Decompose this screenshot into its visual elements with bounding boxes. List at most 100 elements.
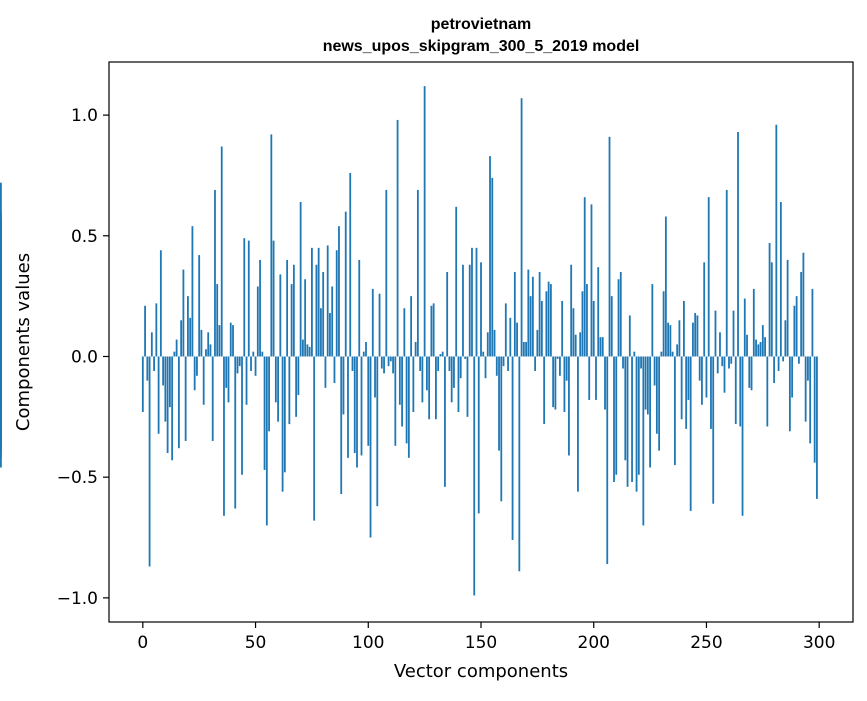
bar bbox=[441, 351, 444, 357]
bar bbox=[637, 356, 640, 475]
bar bbox=[353, 356, 356, 454]
bar bbox=[770, 262, 773, 357]
bar bbox=[371, 288, 374, 357]
bar bbox=[229, 322, 232, 357]
bar bbox=[477, 356, 480, 514]
bar bbox=[800, 272, 803, 357]
x-tick-label: 0 bbox=[137, 633, 148, 653]
bar bbox=[360, 356, 363, 456]
bar bbox=[739, 356, 742, 427]
bar bbox=[453, 356, 455, 388]
bar bbox=[759, 342, 762, 357]
bar bbox=[367, 356, 370, 446]
bar bbox=[601, 337, 604, 357]
bar bbox=[662, 291, 665, 357]
bar bbox=[538, 272, 541, 357]
bar bbox=[622, 356, 624, 369]
bar bbox=[0, 218, 2, 357]
bar bbox=[157, 356, 160, 434]
bar bbox=[254, 356, 257, 376]
bar bbox=[362, 351, 365, 357]
bar bbox=[482, 351, 485, 357]
bar bbox=[277, 356, 279, 422]
bar bbox=[356, 356, 358, 468]
bar bbox=[468, 264, 471, 357]
bar bbox=[148, 356, 151, 567]
bar bbox=[655, 356, 658, 434]
bar bbox=[144, 305, 146, 357]
bar bbox=[543, 356, 546, 425]
bar bbox=[299, 202, 302, 357]
bar bbox=[315, 264, 318, 357]
bar bbox=[410, 296, 413, 357]
bar bbox=[432, 303, 435, 357]
bar bbox=[628, 315, 631, 357]
bar bbox=[0, 291, 2, 357]
bar bbox=[385, 189, 388, 357]
bar bbox=[568, 356, 570, 456]
bar bbox=[811, 288, 814, 357]
bar bbox=[768, 243, 771, 357]
bar bbox=[193, 356, 196, 391]
bar bbox=[405, 356, 408, 444]
bar bbox=[241, 356, 243, 475]
bar bbox=[534, 356, 537, 371]
bar bbox=[344, 211, 347, 357]
bar bbox=[743, 298, 746, 357]
bar bbox=[604, 356, 606, 410]
bar bbox=[561, 300, 564, 357]
bar bbox=[692, 322, 694, 357]
bar bbox=[225, 356, 228, 388]
bar bbox=[166, 356, 169, 454]
bar bbox=[297, 356, 300, 396]
bar bbox=[290, 284, 293, 357]
bar bbox=[509, 317, 512, 357]
bar bbox=[448, 356, 451, 371]
bar bbox=[437, 356, 440, 371]
bar bbox=[748, 356, 751, 388]
bar bbox=[590, 204, 593, 357]
bar bbox=[746, 334, 748, 357]
bar bbox=[473, 356, 476, 596]
bar bbox=[597, 267, 600, 357]
bar bbox=[288, 356, 291, 425]
x-axis-label: Vector components bbox=[394, 661, 568, 682]
bar bbox=[734, 356, 737, 425]
chart-title-line-2: news_upos_skipgram_300_5_2019 model bbox=[323, 38, 640, 55]
bar bbox=[141, 356, 144, 412]
bar bbox=[752, 288, 755, 357]
bar bbox=[259, 259, 261, 357]
bar bbox=[572, 308, 575, 357]
bar bbox=[588, 356, 591, 400]
bar bbox=[171, 356, 174, 461]
bar bbox=[184, 356, 187, 441]
bar bbox=[651, 284, 654, 357]
bar bbox=[705, 356, 708, 398]
bar bbox=[380, 356, 383, 369]
bar bbox=[205, 349, 207, 357]
bar bbox=[444, 356, 446, 487]
bar bbox=[211, 356, 214, 441]
bar bbox=[791, 356, 794, 398]
bar bbox=[608, 136, 611, 357]
bar bbox=[416, 189, 419, 357]
bar bbox=[446, 272, 449, 357]
bar bbox=[396, 119, 399, 357]
y-tick-label: 0.5 bbox=[71, 227, 98, 247]
bar bbox=[168, 356, 171, 408]
bar bbox=[678, 320, 681, 357]
y-tick-label: 1.0 bbox=[71, 106, 98, 126]
bar bbox=[696, 315, 699, 357]
bar bbox=[369, 356, 372, 538]
bar bbox=[421, 356, 424, 403]
bar bbox=[435, 356, 437, 420]
bar bbox=[351, 356, 354, 371]
bar bbox=[520, 98, 523, 357]
bar bbox=[464, 356, 467, 359]
bar bbox=[250, 356, 252, 371]
bar bbox=[741, 356, 744, 516]
bar bbox=[338, 226, 340, 357]
bar bbox=[707, 197, 710, 357]
bar bbox=[268, 356, 270, 432]
